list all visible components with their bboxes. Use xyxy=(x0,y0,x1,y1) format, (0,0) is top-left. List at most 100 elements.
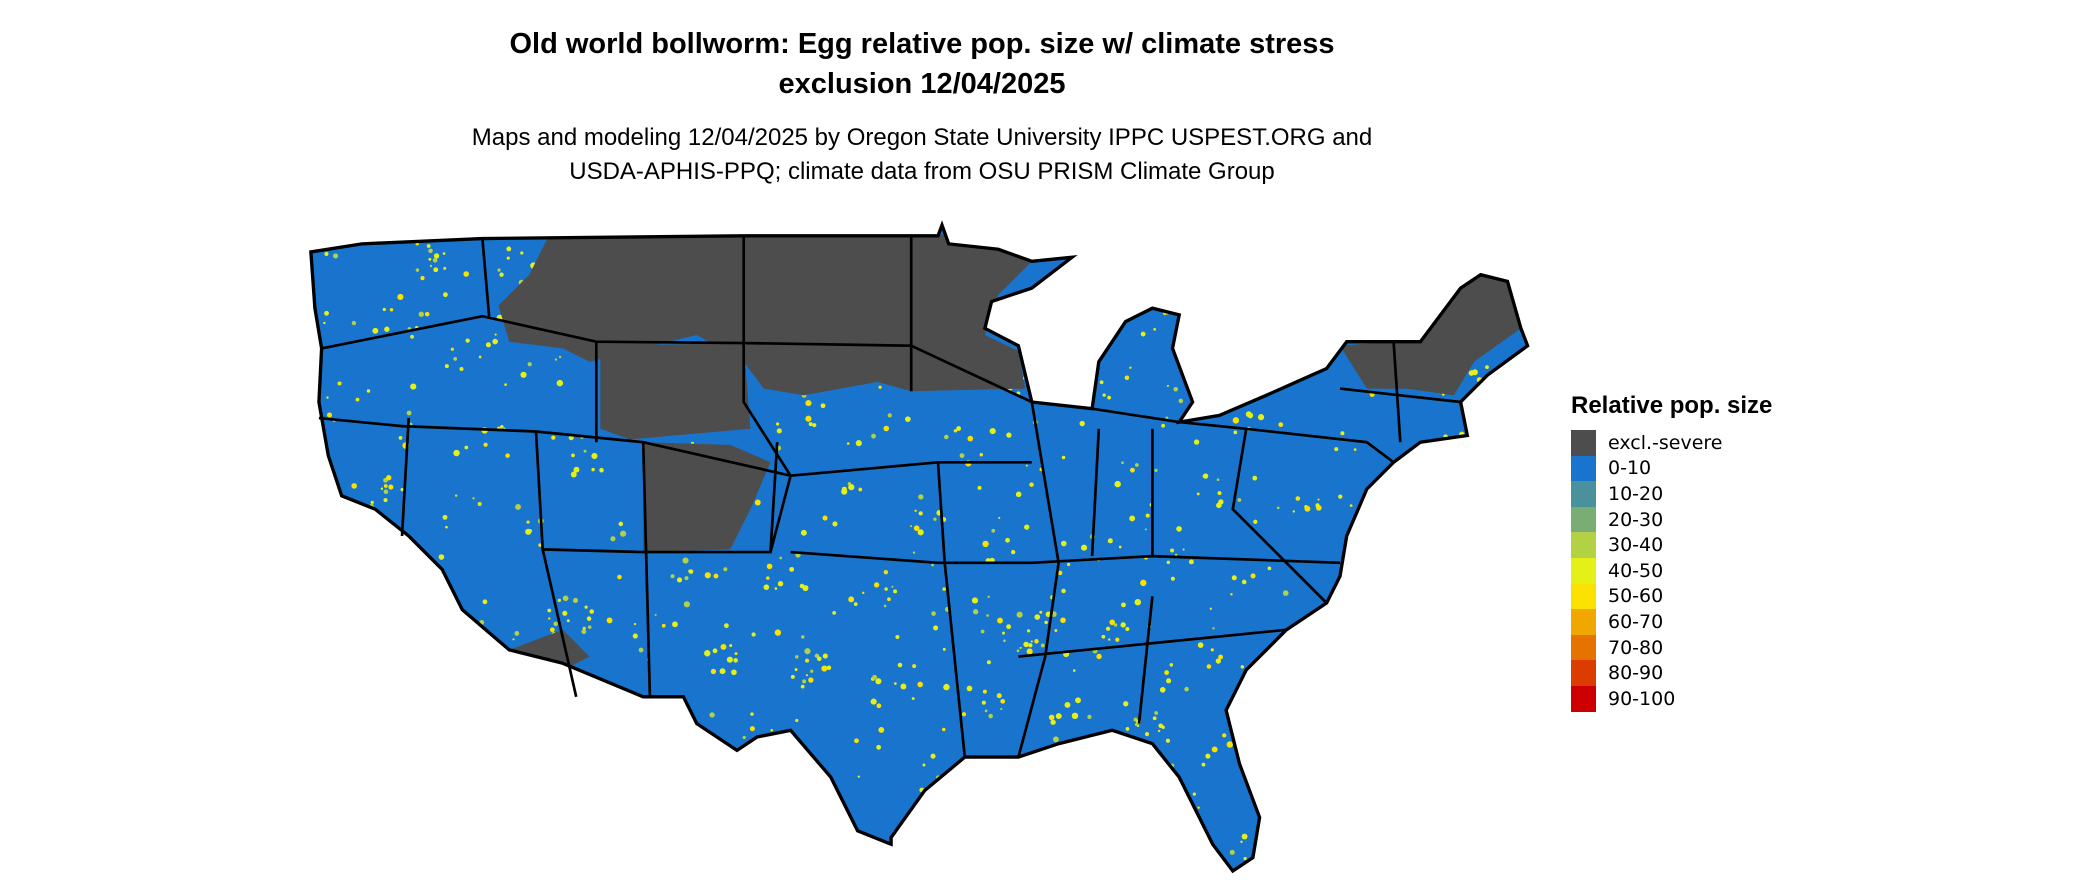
speckle-dot xyxy=(1144,528,1147,531)
speckle-dot xyxy=(1187,810,1191,814)
speckle-dot xyxy=(810,669,814,673)
speckle-dot xyxy=(709,712,715,718)
speckle-dot xyxy=(1243,856,1247,861)
speckle-dot xyxy=(822,816,828,822)
speckle-dot xyxy=(1466,695,1470,699)
speckle-dot xyxy=(1293,367,1296,371)
speckle-dot xyxy=(1030,640,1033,643)
speckle-dot xyxy=(1374,523,1378,526)
speckle-dot xyxy=(1146,820,1153,827)
speckle-dot xyxy=(1278,422,1284,428)
speckle-dot xyxy=(315,582,321,588)
legend-swatch xyxy=(1571,506,1596,533)
legend-item: 60-70 xyxy=(1571,609,1772,635)
speckle-dot xyxy=(1061,455,1066,460)
speckle-dot xyxy=(884,587,888,591)
speckle-dot xyxy=(527,362,532,367)
speckle-dot xyxy=(406,410,412,416)
speckle-dot xyxy=(944,434,949,440)
speckle-dot xyxy=(1178,812,1183,817)
speckle-dot xyxy=(1249,729,1252,732)
speckle-dot xyxy=(1397,608,1401,612)
speckle-dot xyxy=(1455,606,1461,613)
speckle-dot xyxy=(458,762,463,767)
speckle-dot xyxy=(1205,387,1212,394)
speckle-dot xyxy=(497,268,501,272)
speckle-dot xyxy=(1370,271,1375,276)
speckle-dot xyxy=(1357,842,1360,846)
speckle-dot xyxy=(1467,554,1474,562)
speckle-dot xyxy=(1334,447,1339,452)
speckle-dot xyxy=(729,644,733,648)
speckle-dot xyxy=(512,706,518,712)
speckle-dot xyxy=(731,669,737,676)
speckle-dot xyxy=(317,749,322,754)
speckle-dot xyxy=(719,668,726,675)
speckle-dot xyxy=(1482,769,1487,773)
speckle-dot xyxy=(1456,810,1461,816)
speckle-dot xyxy=(1216,502,1222,509)
speckle-dot xyxy=(800,684,805,689)
speckle-dot xyxy=(1330,705,1336,710)
speckle-dot xyxy=(1197,642,1204,648)
speckle-dot xyxy=(1123,701,1129,707)
speckle-dot xyxy=(330,828,336,834)
speckle-dot xyxy=(1102,786,1108,792)
speckle-dot xyxy=(998,855,1005,861)
speckle-dot xyxy=(749,726,755,732)
speckle-dot xyxy=(804,648,811,655)
speckle-dot xyxy=(1075,304,1080,308)
speckle-dot xyxy=(538,805,542,809)
speckle-dot xyxy=(1080,544,1088,551)
speckle-dot xyxy=(1061,588,1066,594)
speckle-dot xyxy=(1497,730,1501,735)
legend-swatch xyxy=(1571,455,1596,482)
speckle-dot xyxy=(1226,327,1230,330)
speckle-dot xyxy=(1161,423,1165,428)
speckle-dot xyxy=(778,849,784,855)
legend-label: excl.-severe xyxy=(1608,431,1723,454)
speckle-dot xyxy=(1206,664,1212,669)
speckle-dot xyxy=(599,467,604,473)
speckle-dot xyxy=(1445,443,1450,448)
speckle-dot xyxy=(1154,468,1158,472)
speckle-dot xyxy=(698,804,702,809)
speckle-dot xyxy=(1102,393,1106,397)
speckle-dot xyxy=(321,829,326,833)
speckle-dot xyxy=(1487,530,1491,535)
speckle-dot xyxy=(871,433,876,439)
speckle-dot xyxy=(887,413,892,418)
speckle-dot xyxy=(418,834,421,838)
speckle-dot xyxy=(1061,540,1067,547)
speckle-dot xyxy=(953,429,958,433)
speckle-dot xyxy=(610,536,616,542)
speckle-dot xyxy=(883,604,887,608)
speckle-dot xyxy=(683,601,690,608)
speckle-dot xyxy=(420,275,425,281)
speckle-dot xyxy=(1430,603,1437,610)
speckle-dot xyxy=(908,818,914,824)
speckle-dot xyxy=(820,403,826,409)
speckle-dot xyxy=(323,321,326,325)
speckle-dot xyxy=(438,652,441,656)
speckle-dot xyxy=(984,709,988,713)
speckle-dot xyxy=(754,499,761,506)
speckle-dot xyxy=(654,613,657,616)
speckle-dot xyxy=(766,576,770,580)
speckle-dot xyxy=(858,487,863,492)
speckle-dot xyxy=(353,639,358,645)
speckle-dot xyxy=(363,755,368,760)
speckle-dot xyxy=(802,679,807,684)
speckle-dot xyxy=(1478,544,1481,547)
speckle-dot xyxy=(1450,817,1456,823)
speckle-dot xyxy=(977,485,982,490)
speckle-dot xyxy=(1140,579,1147,587)
speckle-dot xyxy=(1072,669,1076,672)
speckle-dot xyxy=(401,836,408,843)
speckle-dot xyxy=(996,777,1001,782)
speckle-dot xyxy=(1474,405,1479,410)
speckle-dot xyxy=(1485,365,1489,370)
speckle-dot xyxy=(1055,713,1062,720)
speckle-dot xyxy=(986,860,990,864)
speckle-dot xyxy=(1178,398,1184,404)
